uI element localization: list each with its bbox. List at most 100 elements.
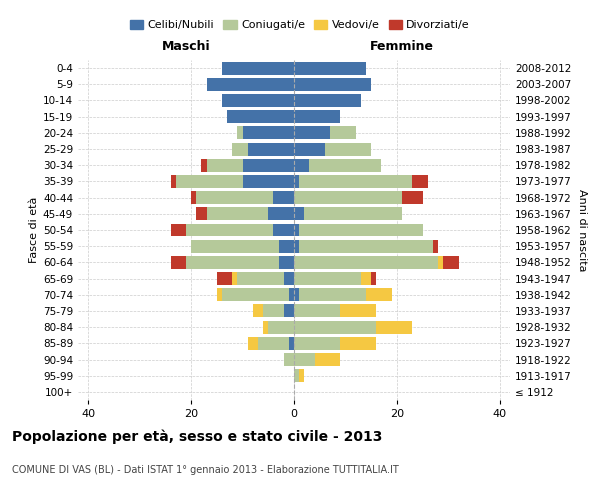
Bar bbox=[196, 191, 294, 204]
Bar bbox=[294, 288, 366, 301]
Bar bbox=[294, 272, 376, 285]
Bar bbox=[263, 320, 294, 334]
Bar bbox=[294, 78, 371, 91]
Bar bbox=[253, 304, 294, 318]
Text: Femmine: Femmine bbox=[370, 40, 434, 53]
Bar bbox=[294, 126, 356, 140]
Bar bbox=[191, 240, 294, 252]
Bar bbox=[294, 191, 422, 204]
Bar bbox=[232, 272, 294, 285]
Bar bbox=[294, 353, 340, 366]
Bar bbox=[294, 110, 340, 123]
Bar bbox=[248, 142, 294, 156]
Bar bbox=[222, 288, 294, 301]
Bar bbox=[253, 304, 294, 318]
Bar bbox=[196, 208, 294, 220]
Bar bbox=[294, 240, 438, 252]
Bar bbox=[186, 256, 294, 269]
Bar bbox=[294, 175, 428, 188]
Bar bbox=[294, 159, 382, 172]
Bar bbox=[222, 62, 294, 74]
Bar bbox=[294, 272, 361, 285]
Text: COMUNE DI VAS (BL) - Dati ISTAT 1° gennaio 2013 - Elaborazione TUTTITALIA.IT: COMUNE DI VAS (BL) - Dati ISTAT 1° genna… bbox=[12, 465, 399, 475]
Y-axis label: Fasce di età: Fasce di età bbox=[29, 197, 39, 263]
Bar bbox=[294, 224, 299, 236]
Bar bbox=[294, 288, 392, 301]
Bar bbox=[294, 240, 433, 252]
Bar bbox=[248, 337, 294, 350]
Bar bbox=[222, 62, 294, 74]
Bar bbox=[232, 142, 294, 156]
Bar bbox=[294, 175, 412, 188]
Bar bbox=[294, 256, 443, 269]
Bar bbox=[206, 78, 294, 91]
Bar bbox=[294, 142, 371, 156]
Bar bbox=[294, 175, 299, 188]
Bar bbox=[294, 62, 366, 74]
Bar bbox=[238, 272, 294, 285]
Bar bbox=[206, 159, 294, 172]
Bar bbox=[258, 337, 294, 350]
Bar bbox=[274, 224, 294, 236]
Bar bbox=[294, 320, 412, 334]
Bar bbox=[294, 78, 371, 91]
Bar bbox=[248, 337, 294, 350]
Bar bbox=[294, 208, 402, 220]
Bar bbox=[222, 94, 294, 107]
Bar bbox=[217, 288, 294, 301]
Bar bbox=[294, 94, 361, 107]
Bar bbox=[294, 208, 402, 220]
Bar bbox=[274, 191, 294, 204]
Bar bbox=[294, 256, 438, 269]
Bar bbox=[222, 94, 294, 107]
Bar bbox=[294, 94, 361, 107]
Bar bbox=[294, 110, 340, 123]
Bar bbox=[294, 78, 371, 91]
Bar bbox=[238, 126, 294, 140]
Bar bbox=[191, 240, 294, 252]
Bar bbox=[294, 191, 402, 204]
Bar bbox=[294, 256, 458, 269]
Bar bbox=[242, 159, 294, 172]
Bar bbox=[232, 142, 294, 156]
Bar bbox=[227, 110, 294, 123]
Bar bbox=[170, 224, 294, 236]
Bar bbox=[176, 175, 294, 188]
Text: Maschi: Maschi bbox=[161, 40, 211, 53]
Bar bbox=[238, 126, 294, 140]
Bar bbox=[206, 78, 294, 91]
Bar bbox=[294, 142, 371, 156]
Bar bbox=[294, 159, 310, 172]
Bar bbox=[222, 94, 294, 107]
Bar bbox=[294, 240, 299, 252]
Bar bbox=[186, 256, 294, 269]
Bar bbox=[294, 320, 412, 334]
Bar bbox=[294, 224, 422, 236]
Bar bbox=[176, 175, 294, 188]
Bar bbox=[206, 78, 294, 91]
Bar bbox=[206, 159, 294, 172]
Bar bbox=[294, 62, 366, 74]
Bar bbox=[294, 175, 412, 188]
Bar bbox=[294, 240, 433, 252]
Bar bbox=[268, 208, 294, 220]
Bar bbox=[284, 353, 294, 366]
Bar bbox=[294, 62, 366, 74]
Bar bbox=[206, 78, 294, 91]
Bar bbox=[289, 337, 294, 350]
Bar bbox=[263, 304, 294, 318]
Bar bbox=[206, 208, 294, 220]
Bar bbox=[284, 353, 294, 366]
Bar bbox=[294, 369, 304, 382]
Bar bbox=[294, 337, 340, 350]
Bar bbox=[263, 320, 294, 334]
Bar bbox=[186, 224, 294, 236]
Bar bbox=[294, 224, 422, 236]
Text: Popolazione per età, sesso e stato civile - 2013: Popolazione per età, sesso e stato civil… bbox=[12, 430, 382, 444]
Bar bbox=[294, 159, 382, 172]
Bar bbox=[232, 142, 294, 156]
Bar bbox=[227, 110, 294, 123]
Bar bbox=[278, 256, 294, 269]
Bar bbox=[294, 337, 376, 350]
Bar bbox=[170, 256, 294, 269]
